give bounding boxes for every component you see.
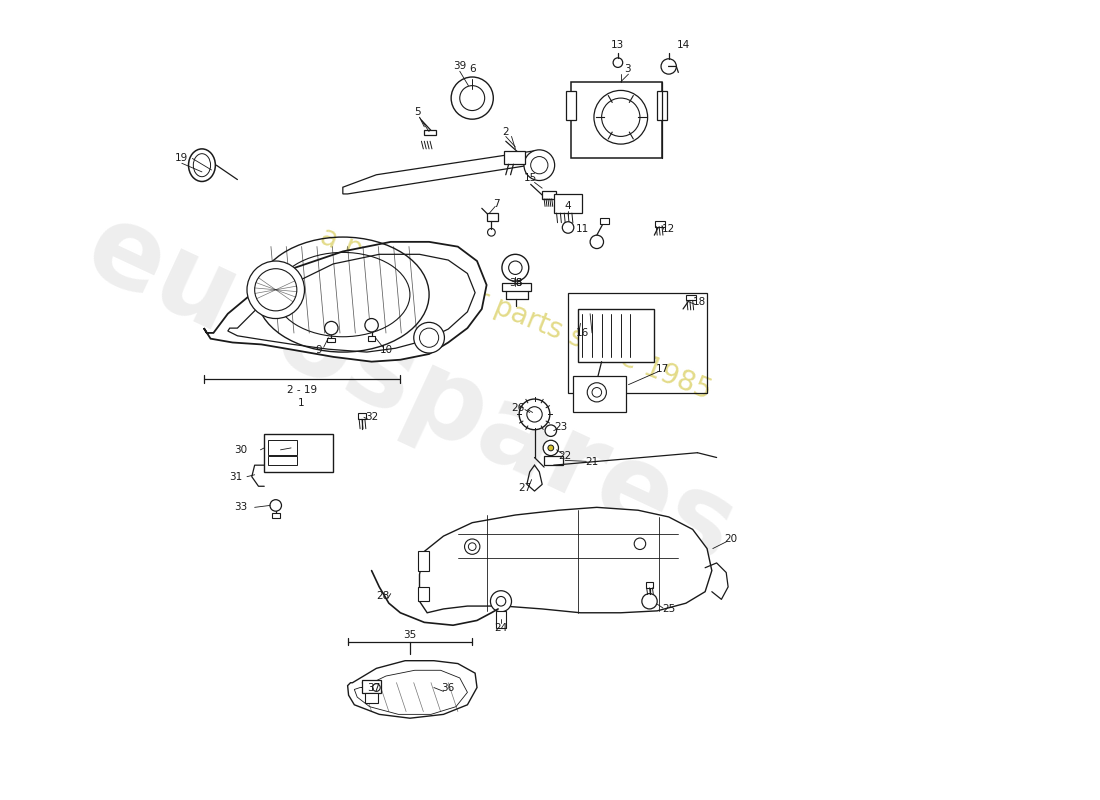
- Circle shape: [587, 382, 606, 402]
- Text: 5: 5: [415, 107, 421, 118]
- Polygon shape: [204, 242, 486, 362]
- Bar: [272, 513, 279, 518]
- Text: 10: 10: [379, 345, 393, 355]
- Bar: [496, 611, 506, 628]
- Circle shape: [270, 500, 282, 511]
- Bar: [568, 293, 707, 394]
- Bar: [362, 680, 382, 694]
- Bar: [418, 587, 429, 602]
- Circle shape: [661, 58, 676, 74]
- Circle shape: [594, 90, 648, 144]
- Bar: [566, 91, 575, 120]
- Circle shape: [524, 150, 554, 181]
- Text: 9: 9: [316, 345, 322, 355]
- Bar: [328, 338, 336, 342]
- Bar: [268, 455, 297, 465]
- Circle shape: [519, 399, 550, 430]
- Text: a passion for parts since 1985: a passion for parts since 1985: [316, 222, 715, 406]
- Circle shape: [491, 590, 512, 612]
- Text: 11: 11: [575, 224, 590, 234]
- Text: 24: 24: [494, 623, 507, 633]
- Text: 12: 12: [662, 224, 675, 234]
- Polygon shape: [343, 151, 535, 194]
- Bar: [418, 551, 429, 570]
- Polygon shape: [348, 661, 477, 718]
- Bar: [686, 294, 695, 300]
- Circle shape: [590, 235, 604, 249]
- Text: 15: 15: [524, 173, 537, 182]
- Text: 17: 17: [656, 364, 669, 374]
- Circle shape: [548, 445, 553, 450]
- Circle shape: [546, 425, 557, 437]
- Circle shape: [365, 318, 378, 332]
- Text: 7: 7: [493, 198, 499, 209]
- Text: eurospares: eurospares: [69, 194, 751, 587]
- Circle shape: [373, 684, 381, 691]
- Text: 25: 25: [662, 604, 675, 614]
- Text: 2: 2: [503, 126, 509, 137]
- Bar: [656, 221, 664, 226]
- Bar: [657, 91, 667, 120]
- Bar: [367, 336, 375, 341]
- Text: 1: 1: [298, 398, 305, 408]
- Circle shape: [451, 77, 493, 119]
- Text: 2 - 19: 2 - 19: [287, 386, 317, 395]
- Text: 37: 37: [367, 682, 381, 693]
- Text: 33: 33: [233, 502, 248, 512]
- Circle shape: [414, 322, 444, 353]
- Text: 14: 14: [676, 40, 690, 50]
- Text: 3: 3: [624, 64, 630, 74]
- Text: 27: 27: [518, 483, 531, 493]
- Bar: [486, 213, 498, 221]
- Bar: [578, 309, 654, 362]
- Text: 35: 35: [404, 630, 417, 640]
- Text: 4: 4: [564, 202, 571, 211]
- Text: 20: 20: [725, 534, 738, 544]
- Text: 21: 21: [585, 458, 598, 467]
- Text: 36: 36: [441, 682, 455, 693]
- Bar: [600, 218, 609, 224]
- Text: 28: 28: [376, 591, 389, 602]
- Text: 26: 26: [512, 402, 525, 413]
- Bar: [504, 151, 525, 164]
- Text: 16: 16: [575, 328, 590, 338]
- Bar: [425, 130, 436, 135]
- Bar: [544, 455, 563, 465]
- Bar: [542, 191, 556, 198]
- Bar: [571, 82, 662, 158]
- Text: 39: 39: [453, 62, 466, 71]
- Bar: [268, 440, 297, 454]
- Text: 30: 30: [234, 445, 248, 455]
- Text: 6: 6: [469, 64, 475, 74]
- Text: 19: 19: [175, 154, 188, 163]
- Circle shape: [502, 254, 529, 281]
- Circle shape: [613, 58, 623, 67]
- Circle shape: [248, 261, 305, 318]
- Text: 32: 32: [365, 412, 378, 422]
- Bar: [573, 376, 626, 413]
- Text: 13: 13: [612, 40, 625, 50]
- Bar: [264, 434, 333, 472]
- Text: 18: 18: [693, 298, 706, 307]
- Circle shape: [562, 222, 574, 234]
- Bar: [646, 582, 653, 588]
- Bar: [359, 414, 366, 419]
- Circle shape: [324, 322, 338, 335]
- Text: 38: 38: [508, 278, 522, 288]
- Text: 22: 22: [559, 450, 572, 461]
- Text: 8: 8: [515, 278, 521, 288]
- Circle shape: [642, 594, 657, 609]
- Bar: [502, 283, 530, 290]
- Bar: [553, 194, 582, 213]
- Circle shape: [635, 538, 646, 550]
- Polygon shape: [419, 507, 712, 613]
- Text: 31: 31: [229, 472, 242, 482]
- Circle shape: [543, 440, 559, 455]
- Text: 23: 23: [554, 422, 568, 432]
- Bar: [365, 694, 378, 703]
- Circle shape: [464, 539, 480, 554]
- Ellipse shape: [188, 149, 216, 182]
